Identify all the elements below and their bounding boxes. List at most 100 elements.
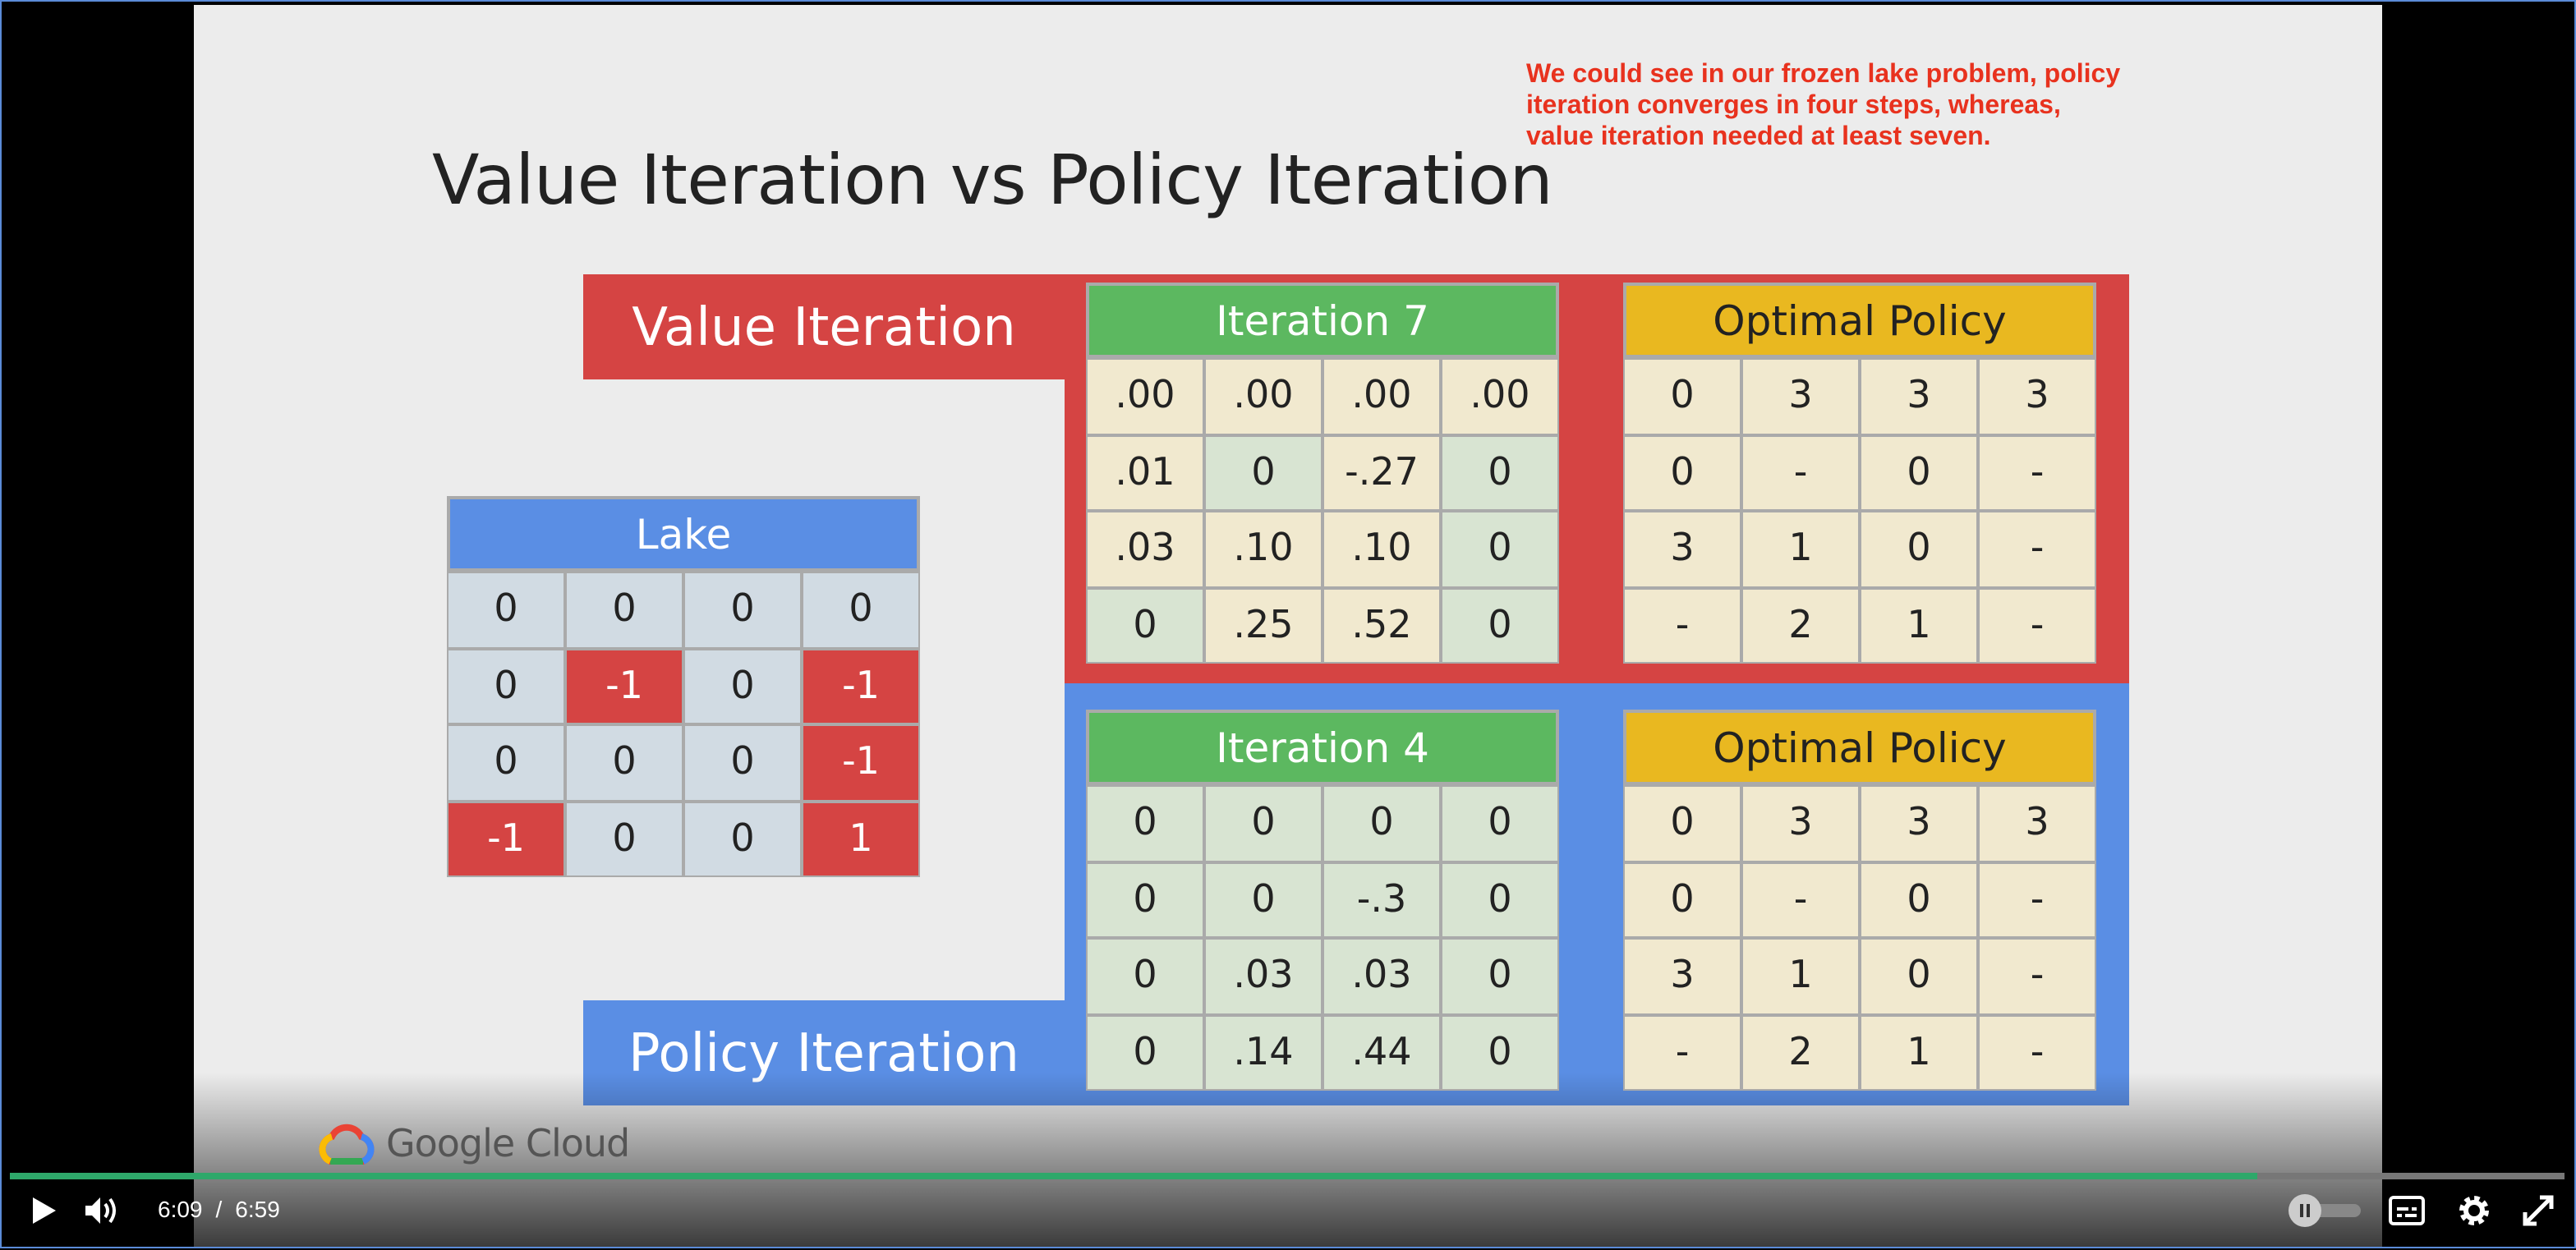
caption: We could see in our frozen lake problem,… <box>1526 59 2120 153</box>
caption-line: value iteration needed at least seven. <box>1526 123 1991 151</box>
table-cell: - <box>1623 587 1741 664</box>
table-cell: 0 <box>1086 587 1204 664</box>
table-cell: - <box>1978 587 2096 664</box>
table-cell: .44 <box>1322 1014 1441 1091</box>
autoplay-toggle[interactable] <box>2285 1193 2367 1229</box>
play-button[interactable] <box>25 1193 61 1229</box>
player-controls: 6:09 / 6:59 <box>2 1151 2576 1250</box>
table-cell: -1 <box>802 724 920 801</box>
logo-icon <box>319 1124 375 1165</box>
table-cell: .00 <box>1322 358 1441 434</box>
table-cell: 0 <box>1623 862 1741 938</box>
table-cell: 0 <box>1860 511 1978 587</box>
duration: 6:59 <box>235 1196 280 1222</box>
table-cell: .03 <box>1322 938 1441 1014</box>
table-cell: .25 <box>1204 587 1322 664</box>
table-cell: 0 <box>1322 785 1441 862</box>
table-cell: .01 <box>1086 434 1204 511</box>
table-cell: -1 <box>565 648 683 724</box>
table-cell: .00 <box>1204 358 1322 434</box>
table-cell: 0 <box>1860 434 1978 511</box>
table-cell: 3 <box>1741 785 1860 862</box>
table-cell: - <box>1978 511 2096 587</box>
table-cell: 2 <box>1741 587 1860 664</box>
table-cell: 1 <box>1741 938 1860 1014</box>
table-cell: 3 <box>1741 358 1860 434</box>
table-cell: 0 <box>1860 862 1978 938</box>
volume-button[interactable] <box>82 1193 122 1229</box>
table-cell: - <box>1623 1014 1741 1091</box>
table-cell: 0 <box>1441 785 1559 862</box>
time-display: 6:09 / 6:59 <box>158 1196 280 1222</box>
table-cell: 3 <box>1623 511 1741 587</box>
table-cell: 0 <box>565 724 683 801</box>
table-cell: 0 <box>565 572 683 648</box>
table-cell: 0 <box>447 724 565 801</box>
table-cell: 0 <box>1204 434 1322 511</box>
table-cell: 0 <box>1086 862 1204 938</box>
fullscreen-button[interactable] <box>2520 1193 2556 1229</box>
table-cell: -1 <box>802 648 920 724</box>
table-cell: .03 <box>1204 938 1322 1014</box>
table-cell: 0 <box>447 648 565 724</box>
table-cell: - <box>1978 1014 2096 1091</box>
captions-button[interactable] <box>2387 1193 2426 1229</box>
table-cell: .10 <box>1204 511 1322 587</box>
progress-played <box>10 1173 2257 1179</box>
value-iteration-label: Value Iteration <box>583 274 1065 379</box>
table-cell: 0 <box>1204 785 1322 862</box>
table-header: Optimal Policy <box>1623 283 2096 358</box>
table-cell: 2 <box>1741 1014 1860 1091</box>
current-time: 6:09 <box>158 1196 203 1222</box>
table-cell: 1 <box>1741 511 1860 587</box>
table-cell: -.3 <box>1322 862 1441 938</box>
table-cell: 3 <box>1978 358 2096 434</box>
table-cell: 0 <box>802 572 920 648</box>
table-cell: 0 <box>1860 938 1978 1014</box>
table-cell: 0 <box>1441 938 1559 1014</box>
table-cell: .52 <box>1322 587 1441 664</box>
table-header: Lake <box>447 496 920 572</box>
table-header: Optimal Policy <box>1623 710 2096 785</box>
table-header: Iteration 4 <box>1086 710 1559 785</box>
caption-line: iteration converges in four steps, where… <box>1526 92 2061 120</box>
table-cell: 0 <box>1086 1014 1204 1091</box>
slide-title: Value Iteration vs Policy Iteration <box>432 140 1553 220</box>
table-cell: - <box>1978 938 2096 1014</box>
table-cell: - <box>1741 434 1860 511</box>
table-cell: 3 <box>1860 358 1978 434</box>
table-cell: -.27 <box>1322 434 1441 511</box>
table-cell: 0 <box>1204 862 1322 938</box>
table-cell: 1 <box>1860 1014 1978 1091</box>
table-cell: 0 <box>1086 938 1204 1014</box>
table-cell: 3 <box>1623 938 1741 1014</box>
table-cell: 0 <box>1623 434 1741 511</box>
table-cell: 0 <box>1441 434 1559 511</box>
logo: Google Cloud <box>317 1122 630 1168</box>
table-cell: 0 <box>1623 358 1741 434</box>
table-cell: 0 <box>1441 862 1559 938</box>
table-cell: 0 <box>1441 511 1559 587</box>
video-frame: Value Iteration vs Policy Iteration We c… <box>194 5 2382 1247</box>
table-cell: - <box>1978 434 2096 511</box>
table-cell: 0 <box>1086 785 1204 862</box>
table-cell: 1 <box>802 801 920 877</box>
control-shade <box>194 1073 2382 1247</box>
table-cell: - <box>1978 862 2096 938</box>
settings-button[interactable] <box>2454 1191 2494 1230</box>
table-cell: 0 <box>1441 1014 1559 1091</box>
table-cell: 0 <box>683 648 802 724</box>
table-cell: 1 <box>1860 587 1978 664</box>
time-separator: / <box>215 1196 223 1222</box>
table-cell: .03 <box>1086 511 1204 587</box>
table-cell: 3 <box>1860 785 1978 862</box>
table-cell: -1 <box>447 801 565 877</box>
table-cell: 0 <box>565 801 683 877</box>
table-cell: .14 <box>1204 1014 1322 1091</box>
table-cell: 0 <box>1623 785 1741 862</box>
table-cell: 0 <box>683 801 802 877</box>
table-cell: 0 <box>683 724 802 801</box>
table-cell: 0 <box>1441 587 1559 664</box>
caption-line: We could see in our frozen lake problem,… <box>1526 61 2121 89</box>
